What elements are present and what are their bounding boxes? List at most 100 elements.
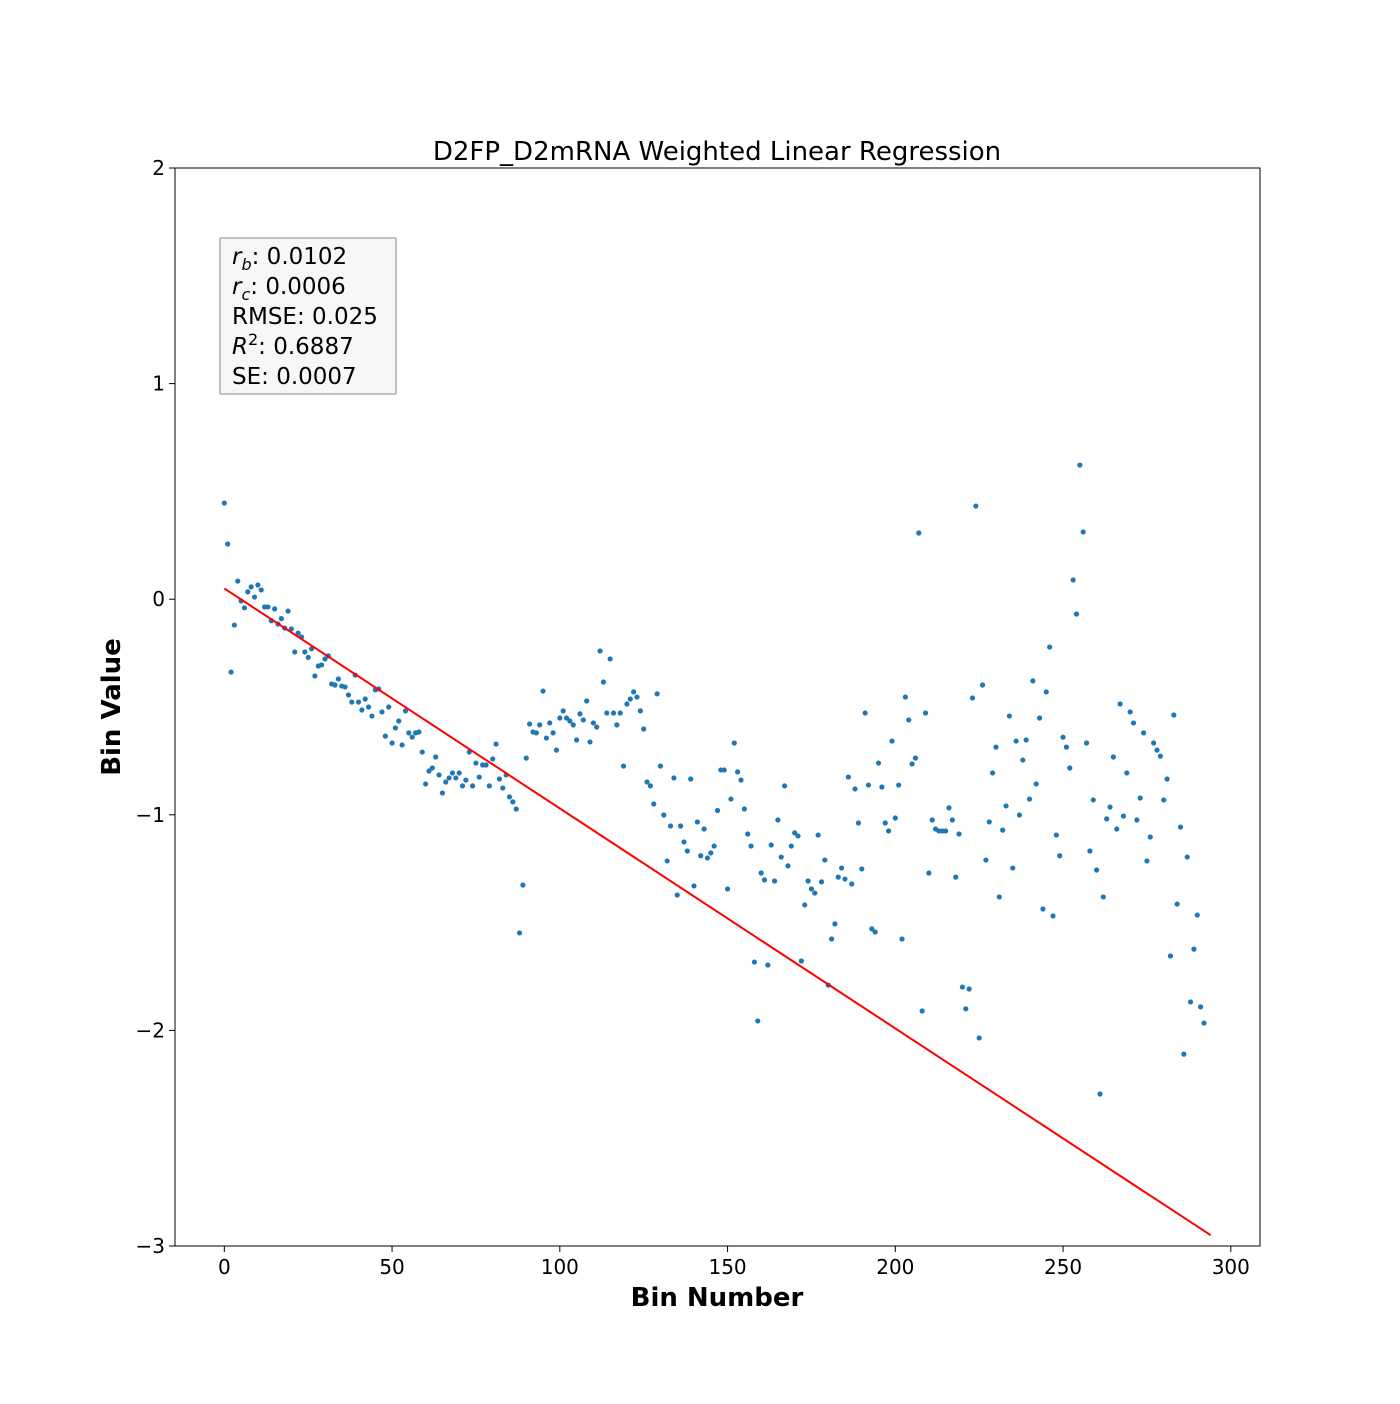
data-point (946, 805, 952, 811)
data-point (644, 779, 650, 785)
data-point (795, 833, 801, 839)
data-point (436, 772, 442, 778)
data-point (959, 984, 966, 990)
data-point (664, 858, 670, 864)
data-point (379, 709, 385, 715)
data-point (728, 796, 734, 802)
y-tick-label: −3 (136, 1234, 165, 1258)
data-point (1057, 853, 1063, 859)
data-point (423, 781, 429, 787)
data-point (1134, 817, 1140, 823)
data-point (231, 622, 237, 628)
data-point (1026, 796, 1033, 802)
data-point (543, 735, 549, 741)
data-point (1000, 827, 1006, 833)
data-point (758, 870, 764, 876)
data-point (258, 587, 264, 593)
data-point (607, 656, 613, 662)
data-point (624, 701, 630, 707)
data-point (1194, 912, 1200, 918)
data-point (1198, 1004, 1204, 1010)
data-point (667, 823, 674, 829)
data-point (973, 503, 979, 509)
data-point (335, 676, 341, 682)
data-point (540, 688, 546, 694)
data-point (597, 648, 603, 654)
data-point (392, 725, 399, 731)
data-point (446, 775, 452, 781)
data-point (859, 866, 865, 872)
data-point (614, 722, 620, 728)
data-point (1063, 744, 1070, 750)
data-point (1114, 826, 1120, 832)
data-point (369, 713, 375, 719)
annotation-rest: : 0.0102 (252, 244, 348, 270)
data-point (688, 776, 694, 782)
data-point (1020, 757, 1026, 763)
data-point (651, 801, 657, 807)
data-point (943, 828, 949, 834)
data-point (1171, 712, 1177, 718)
data-point (319, 662, 325, 668)
annotation-italic: r (232, 274, 243, 300)
data-point (634, 694, 640, 700)
data-point (869, 926, 875, 932)
x-axis-label: Bin Number (631, 1283, 804, 1313)
data-point (345, 692, 352, 698)
data-point (600, 679, 607, 685)
data-point (265, 604, 271, 610)
data-point (365, 704, 372, 710)
data-point (567, 718, 573, 724)
data-point (1040, 906, 1046, 912)
data-point (899, 936, 905, 942)
data-point (684, 848, 690, 854)
data-point (302, 649, 308, 655)
data-point (778, 854, 784, 860)
y-axis-label: Bin Value (97, 638, 127, 776)
data-point (537, 722, 543, 728)
data-point (1047, 644, 1053, 650)
data-point (1006, 713, 1012, 719)
data-point (852, 786, 858, 792)
data-point (399, 742, 405, 748)
data-point (292, 649, 298, 655)
data-point (577, 711, 583, 717)
data-point (875, 760, 882, 766)
data-point (1036, 715, 1043, 721)
data-point (1050, 913, 1056, 919)
data-point (694, 819, 700, 825)
data-point (949, 817, 955, 823)
regression-line (223, 587, 1212, 1237)
data-point (657, 763, 664, 769)
data-point (459, 783, 466, 789)
data-point (966, 986, 972, 992)
data-point (520, 882, 526, 888)
annotation-rest: : 0.6887 (258, 334, 354, 360)
data-point (476, 774, 482, 780)
data-point (221, 500, 227, 506)
axes-frame (174, 167, 1261, 1247)
data-point (714, 807, 721, 814)
data-point (979, 682, 986, 688)
data-point (872, 929, 878, 935)
data-point (1090, 797, 1096, 803)
data-point (594, 724, 600, 730)
data-point (1191, 946, 1197, 952)
data-point (1140, 730, 1147, 736)
data-point (1013, 738, 1019, 744)
data-point (1187, 999, 1194, 1005)
data-point (449, 770, 456, 776)
data-point (792, 830, 798, 836)
chart-title: D2FP_D2mRNA Weighted Linear Regression (433, 137, 1001, 167)
data-point (1181, 1051, 1187, 1057)
data-point (1030, 678, 1036, 684)
data-point (929, 817, 935, 823)
data-point (506, 794, 513, 800)
data-point (241, 605, 248, 611)
data-point (332, 682, 338, 688)
data-point (557, 715, 563, 721)
data-point (406, 730, 412, 736)
data-point (724, 886, 731, 892)
data-point (822, 857, 828, 863)
data-point (1110, 754, 1116, 760)
